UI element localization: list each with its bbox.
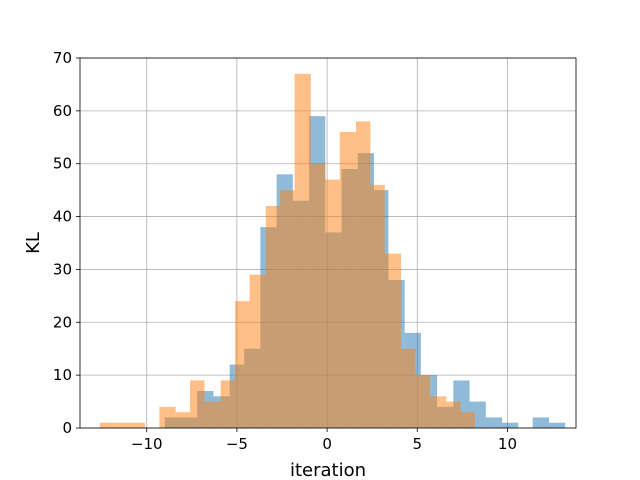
y-tick-label: 70 <box>53 49 72 67</box>
histogram-bar-series-2 <box>220 380 236 428</box>
histogram-bar-series-2 <box>370 184 385 428</box>
y-axis-label: KL <box>23 232 44 254</box>
histogram-bar-series-2 <box>310 163 326 428</box>
y-tick-label: 50 <box>53 155 72 173</box>
histogram-bar-series-2 <box>280 190 295 428</box>
histogram-bar-series-2 <box>384 253 402 428</box>
histogram-bar-series-2 <box>265 206 281 428</box>
histogram-bar-series-2 <box>99 422 115 428</box>
x-tick-label: −5 <box>226 435 248 453</box>
y-tick-label: 0 <box>62 419 72 437</box>
histogram-bar-series-2 <box>249 274 266 428</box>
bars-layer <box>99 73 566 429</box>
histogram-bar-series-2 <box>175 412 191 428</box>
histogram-bar-series-2 <box>190 380 205 428</box>
histogram-bar-series-2 <box>130 422 145 428</box>
histogram-bar-series-1 <box>548 422 566 428</box>
x-tick-label: 5 <box>413 435 423 453</box>
histogram-bar-series-2 <box>159 406 176 428</box>
y-tick-label: 20 <box>53 313 72 331</box>
y-tick-label: 40 <box>53 208 72 226</box>
y-tick-label: 60 <box>53 102 72 120</box>
histogram-bar-series-1 <box>532 417 549 428</box>
histogram-bar-series-1 <box>502 422 519 428</box>
histogram-bar-series-2 <box>355 121 371 428</box>
x-axis-label: iteration <box>290 460 366 480</box>
histogram-bar-series-2 <box>339 132 356 428</box>
plot-frame <box>79 57 577 429</box>
y-tick-label: 30 <box>53 260 72 278</box>
histogram-bar-series-2 <box>460 412 475 428</box>
histogram-bar-series-2 <box>114 422 131 428</box>
histogram-bar-series-2 <box>429 396 447 428</box>
x-tick-label: 0 <box>322 435 332 453</box>
histogram-bar-series-2 <box>415 375 430 428</box>
histogram-bar-series-1 <box>485 417 503 428</box>
x-tick-label: −10 <box>131 435 163 453</box>
histogram-bar-series-2 <box>446 401 461 428</box>
ticks-layer: −10 −5 0 5 10 0 10 20 30 40 50 60 70 <box>53 49 517 453</box>
histogram-bar-series-2 <box>325 179 340 428</box>
histogram-bar-series-2 <box>401 348 416 428</box>
histogram-bar-series-2 <box>235 301 250 428</box>
x-tick-label: 10 <box>498 435 517 453</box>
histogram-bar-series-2 <box>294 73 311 428</box>
histogram-bar-series-2 <box>204 401 221 428</box>
y-tick-label: 10 <box>53 366 72 384</box>
